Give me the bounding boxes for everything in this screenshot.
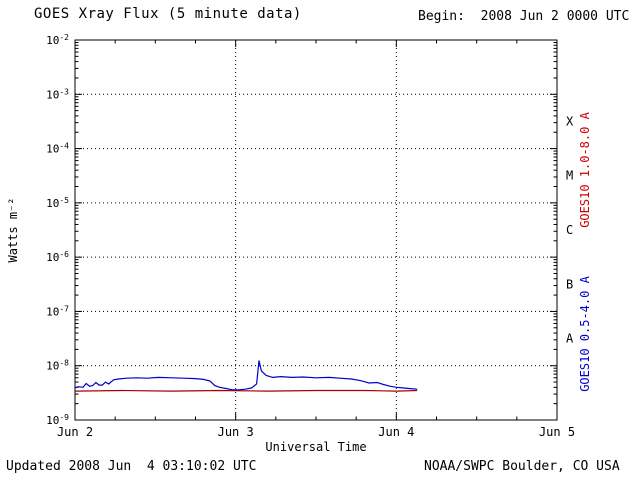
series-line-short xyxy=(74,360,418,391)
y-tick-label: 10-4 xyxy=(46,142,69,156)
y-tick-label: 10-2 xyxy=(46,33,69,47)
short-channel-label: GOES10 0.5-4.0 A xyxy=(578,276,592,392)
y-tick-label: 10-5 xyxy=(46,196,69,210)
x-tick-label: Jun 5 xyxy=(539,425,575,439)
flare-class-c: C xyxy=(566,223,573,237)
flare-class-m: M xyxy=(566,169,573,183)
x-tick-label: Jun 4 xyxy=(378,425,414,439)
y-tick-label: 10-7 xyxy=(46,304,69,318)
flare-class-b: B xyxy=(566,277,573,291)
y-tick-label: 10-3 xyxy=(46,87,69,101)
x-tick-label: Jun 3 xyxy=(218,425,254,439)
x-axis-label: Universal Time xyxy=(265,440,367,454)
flare-class-x: X xyxy=(566,114,574,128)
credit-text: NOAA/SWPC Boulder, CO USA xyxy=(424,459,620,474)
page-title: GOES Xray Flux (5 minute data) xyxy=(34,6,302,22)
y-tick-label: 10-8 xyxy=(46,359,69,373)
updated-timestamp: Updated 2008 Jun 4 03:10:02 UTC xyxy=(6,459,257,474)
y-tick-label: 10-6 xyxy=(46,250,69,264)
plot-frame xyxy=(74,39,558,421)
x-tick-label: Jun 2 xyxy=(57,425,93,439)
y-axis-label: Watts m⁻² xyxy=(6,197,20,263)
begin-timestamp: Begin: 2008 Jun 2 0000 UTC xyxy=(418,9,630,24)
series-line-long xyxy=(74,389,418,392)
flare-class-a: A xyxy=(566,332,574,346)
